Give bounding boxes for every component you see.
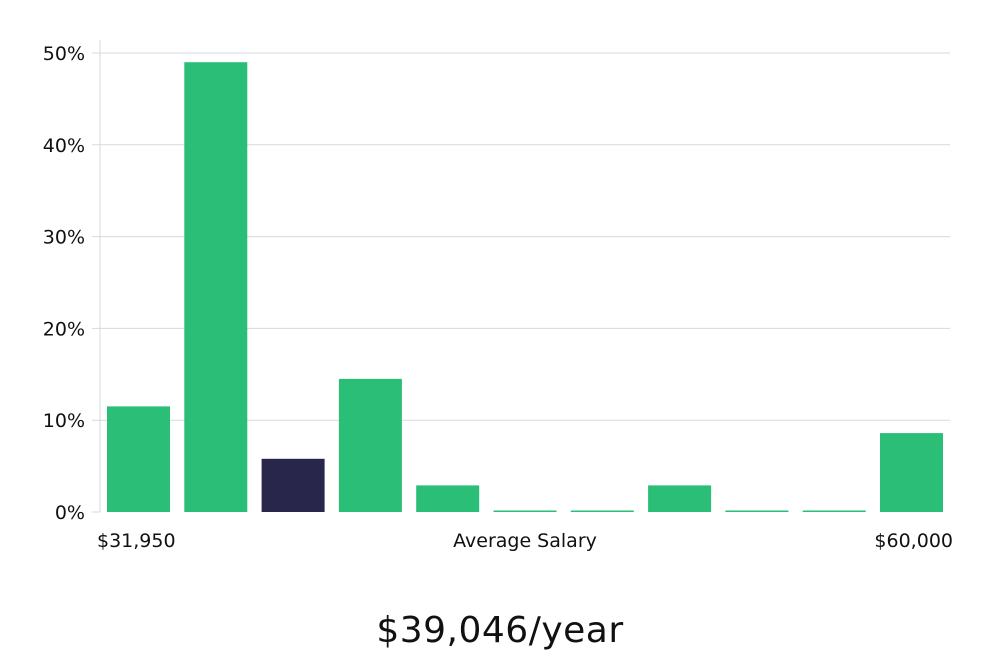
bar — [416, 485, 480, 512]
bar — [648, 485, 712, 512]
salary-histogram: 0% 10% 20% 30% 40% 50% $31,950 Average Salary… — [43, 40, 953, 552]
y-tick-label: 50% — [43, 43, 85, 65]
bar — [880, 433, 943, 512]
bar-highlighted — [261, 458, 325, 512]
average-salary-headline: $39,046/year — [376, 610, 624, 651]
bar — [802, 510, 866, 512]
bar — [493, 510, 557, 512]
bar — [725, 510, 789, 512]
x-min-label: $31,950 — [97, 530, 176, 552]
bar — [570, 510, 634, 512]
bar — [184, 62, 248, 512]
y-axis-ticks: 0% 10% 20% 30% 40% 50% — [43, 43, 100, 524]
x-max-label: $60,000 — [874, 530, 953, 552]
y-tick-label: 20% — [43, 318, 85, 340]
y-tick-label: 10% — [43, 410, 85, 432]
bar — [107, 406, 170, 512]
x-axis-title: Average Salary — [453, 530, 597, 552]
y-tick-label: 40% — [43, 135, 85, 157]
bars — [107, 62, 943, 512]
y-tick-label: 0% — [55, 502, 85, 524]
y-tick-label: 30% — [43, 227, 85, 249]
bar — [338, 378, 402, 512]
